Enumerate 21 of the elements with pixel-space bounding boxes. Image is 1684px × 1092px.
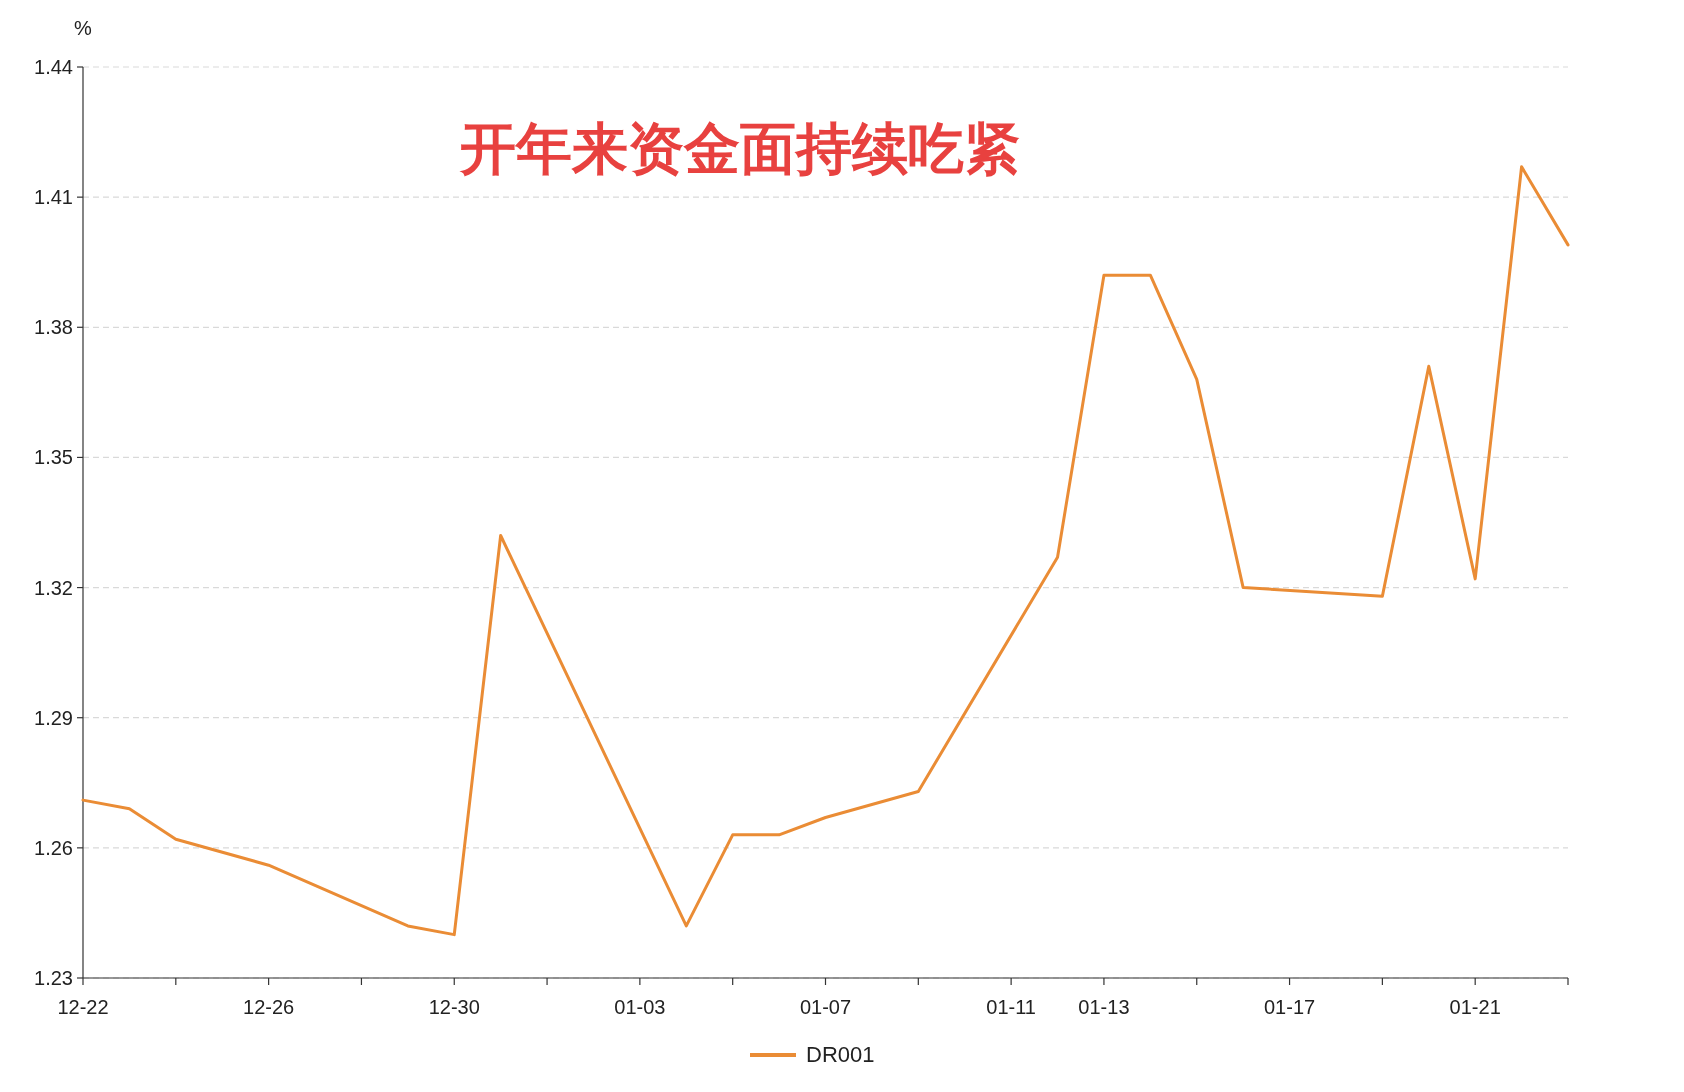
x-tick-label: 01-03 (614, 996, 666, 1018)
y-tick-label: 1.32 (34, 576, 73, 599)
y-axis-title: % (74, 17, 93, 39)
y-tick-label: 1.26 (34, 836, 73, 859)
x-tick-label: 01-17 (1263, 996, 1316, 1018)
x-tick-label: 01-13 (1078, 996, 1130, 1018)
chart: 1.23 1.26 1.29 1.32 1.35 1.38 1.41 1.44 12-22 12-26 12-30 01-03 01-07 01-11 01-13 01-17 01-21 % 开年来资金面持续吃紧 DR001 (34, 17, 1570, 1067)
x-tick-label: 01-21 (1449, 996, 1501, 1018)
y-tick-label: 1.23 (34, 967, 73, 989)
y-tick-label: 1.38 (34, 316, 73, 339)
x-tick-label: 12-26 (243, 996, 295, 1018)
x-tick-label: 01-11 (986, 996, 1036, 1018)
y-tick-label: 1.44 (34, 56, 73, 78)
text: 开年来资金面持续吃紧 (459, 116, 1020, 181)
x-tick-label: 12-22 (57, 996, 109, 1018)
x-tick-label: 12-30 (428, 996, 480, 1018)
y-tick-label: 1.35 (34, 446, 73, 469)
x-tick-label: 01-07 (799, 996, 852, 1018)
legend-label: DR001 (806, 1042, 875, 1067)
y-tick-label: 1.29 (34, 706, 73, 729)
y-tick-label: 1.41 (34, 186, 73, 209)
